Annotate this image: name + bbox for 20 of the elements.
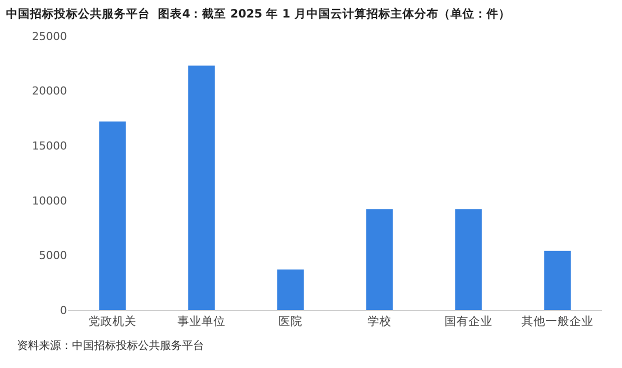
y-tick-label: 5000 [39,249,67,262]
x-tick-label: 学校 [368,314,392,328]
bar [188,66,215,310]
x-tick-label: 医院 [278,314,302,328]
chart-title: 中国招标投标公共服务平台 图表4：截至 2025 年 1 月中国云计算招标主体分布（单位：件） [6,6,510,20]
x-tick-label: 其他一般企业 [522,314,594,328]
bar [277,269,304,310]
x-tick-label: 国有企业 [444,314,492,328]
bar [544,250,571,310]
y-tick-label: 10000 [32,194,67,208]
x-tick-label: 事业单位 [178,314,226,328]
y-tick-label: 25000 [32,30,67,43]
y-tick-label: 0 [60,304,67,317]
bar [99,121,126,310]
y-tick-label: 20000 [32,84,67,98]
bar [366,209,393,310]
y-tick-label: 15000 [32,139,67,152]
x-tick-label: 党政机关 [88,314,136,328]
text: 资料来源：中国招标投标公共服务平台 [17,339,204,352]
bar [455,209,482,310]
